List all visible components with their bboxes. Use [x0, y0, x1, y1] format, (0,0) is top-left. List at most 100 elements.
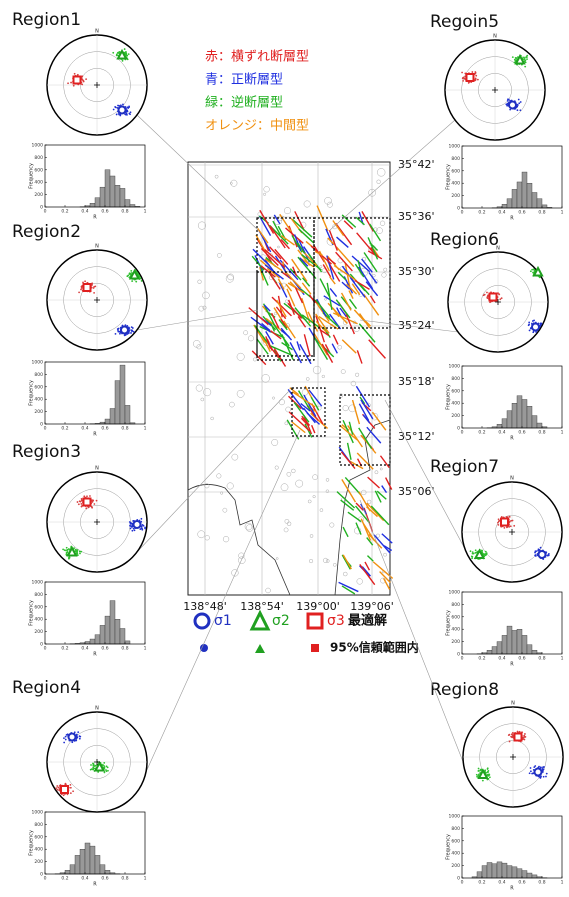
y-tick-label: 600 [451, 388, 460, 394]
x-tick-label: 0.8 [121, 426, 128, 432]
stress-sample [141, 529, 143, 531]
sigma1-symbol [195, 614, 209, 628]
histogram-bar [522, 399, 527, 428]
x-tick-label: 1 [144, 876, 147, 882]
histogram-bar [110, 409, 115, 425]
x-tick-label: 0.2 [478, 656, 485, 662]
histogram-bar [100, 187, 105, 207]
y-axis-label: Frequency [446, 610, 452, 636]
stress-sample [84, 280, 86, 282]
sigma2-symbol [252, 613, 268, 629]
histogram-bar [105, 616, 110, 644]
histogram-bar [65, 870, 70, 874]
north-label: N [95, 706, 99, 712]
stress-sample [104, 772, 106, 774]
stress-sample [126, 106, 128, 108]
stress-sample [96, 500, 98, 502]
stress-sample [513, 525, 515, 527]
x-tick-label: 1 [144, 426, 147, 432]
stress-sample [485, 551, 487, 553]
legend-blue: 青：正断層型 [205, 73, 283, 88]
sigma3-best [84, 284, 91, 291]
y-tick-label: 600 [451, 168, 460, 174]
x-tick-label: 0.6 [518, 430, 525, 436]
sigma3-label: σ3 [327, 613, 345, 629]
stress-sample [482, 780, 484, 782]
y-tick-label: 0 [40, 422, 43, 428]
stress-sample [56, 785, 58, 787]
x-axis-label: R [510, 886, 514, 892]
stress-sample [547, 555, 549, 557]
stress-sample [79, 735, 81, 737]
histogram-bar [502, 204, 507, 208]
histogram-bar [105, 419, 110, 424]
stress-sample [143, 525, 145, 527]
y-tick-label: 200 [34, 192, 43, 198]
stress-sample [74, 731, 76, 733]
stress-sample [80, 501, 82, 503]
x-tick-label: 0.8 [538, 430, 545, 436]
y-tick-label: 400 [34, 617, 43, 623]
histogram-bar [100, 625, 105, 644]
stress-sample [512, 732, 514, 734]
histogram-bar [532, 875, 537, 878]
histogram-bar [532, 650, 537, 654]
histogram: 00.20.40.60.8102004006008001000Frequency… [29, 143, 147, 221]
histogram-bar [517, 396, 522, 428]
stress-sample [77, 731, 79, 733]
stress-sample [85, 78, 87, 80]
stress-sample [130, 525, 132, 527]
stress-sample [526, 55, 528, 57]
x-tick-label: 0 [461, 430, 464, 436]
north-label: N [493, 34, 497, 40]
stress-sample [520, 101, 522, 103]
stress-sample [93, 286, 95, 288]
sigma3-best [74, 77, 81, 84]
legend-orange: オレンジ：中間型 [205, 119, 309, 134]
stress-sample [497, 524, 499, 526]
histogram-bar [125, 641, 130, 644]
y-axis-label: Frequency [446, 834, 452, 860]
stress-sample [487, 297, 489, 299]
stress-sample [67, 82, 69, 84]
stress-sample [92, 763, 94, 765]
stress-sample [78, 503, 80, 505]
stress-sample [486, 292, 488, 294]
histogram-bar [95, 635, 100, 644]
stress-sample [81, 84, 83, 86]
stress-sample [57, 787, 59, 789]
x-tick-label: 0.8 [121, 209, 128, 215]
histogram-bar [487, 650, 492, 654]
stress-sample [542, 766, 544, 768]
sigma2-conf-symbol [255, 644, 265, 653]
stress-sample [461, 72, 463, 74]
stress-sample [546, 773, 548, 775]
y-axis-label: Frequency [29, 830, 35, 856]
histogram-bar [502, 635, 507, 654]
histogram: 00.20.40.60.8102004006008001000Frequency… [446, 144, 564, 222]
stress-sample [81, 498, 83, 500]
stress-sample [73, 85, 75, 87]
sigma1-best [509, 102, 516, 109]
histogram-bar [482, 866, 487, 878]
north-label: N [95, 466, 99, 472]
x-tick-label: 0.6 [518, 210, 525, 216]
x-tick-label: 0.8 [121, 646, 128, 652]
x-tick-label: 0.2 [61, 876, 68, 882]
x-tick-label: 0 [44, 426, 47, 432]
stress-sample [70, 787, 72, 789]
x-tick-label: 0 [461, 880, 464, 886]
stress-sample [115, 106, 117, 108]
y-tick-label: 400 [451, 627, 460, 633]
stress-sample [488, 773, 490, 775]
x-tick-label: 0.6 [518, 880, 525, 886]
histogram-bar [507, 866, 512, 878]
y-tick-label: 200 [34, 629, 43, 635]
y-tick-label: 0 [457, 876, 460, 882]
stress-sample [93, 292, 95, 294]
stress-sample [81, 287, 83, 289]
stress-sample [117, 52, 119, 54]
stress-sample [478, 770, 480, 772]
histogram-bar [512, 189, 517, 208]
stress-sample [139, 528, 141, 530]
